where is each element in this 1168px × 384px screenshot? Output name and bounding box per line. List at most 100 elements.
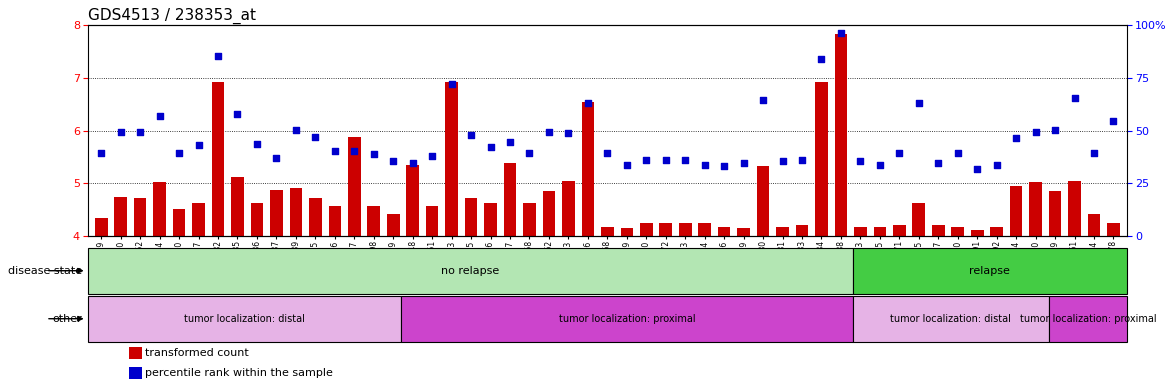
Point — [559, 130, 578, 136]
Text: relapse: relapse — [969, 266, 1010, 276]
Point — [151, 113, 169, 119]
Bar — [1010, 186, 1022, 236]
Bar — [290, 188, 303, 236]
Bar — [402, 296, 853, 342]
Point — [773, 158, 792, 164]
Bar — [465, 198, 478, 236]
Bar — [134, 198, 146, 236]
Bar — [1049, 296, 1127, 342]
Text: percentile rank within the sample: percentile rank within the sample — [145, 368, 333, 378]
Point — [228, 111, 246, 117]
Point — [1065, 95, 1084, 101]
Text: tumor localization: proximal: tumor localization: proximal — [558, 314, 695, 324]
Point — [656, 157, 675, 163]
Bar — [894, 225, 905, 236]
Point — [131, 129, 150, 135]
Text: transformed count: transformed count — [145, 348, 249, 358]
Point — [832, 30, 850, 36]
Bar — [368, 205, 380, 236]
Bar — [718, 227, 730, 236]
Bar — [698, 223, 711, 236]
Point — [753, 97, 772, 103]
Text: other: other — [53, 314, 83, 324]
Bar — [737, 228, 750, 236]
Bar — [1107, 223, 1120, 236]
Bar — [348, 137, 361, 236]
Bar — [310, 198, 321, 236]
Bar — [95, 218, 107, 236]
Point — [189, 142, 208, 149]
Bar — [815, 82, 828, 236]
Point — [910, 100, 929, 106]
Bar — [153, 182, 166, 236]
Point — [1045, 126, 1064, 132]
Point — [248, 141, 266, 147]
Point — [306, 134, 325, 140]
Point — [111, 129, 130, 135]
Bar — [971, 230, 983, 236]
Point — [1027, 129, 1045, 135]
Bar — [485, 204, 496, 236]
Point — [637, 157, 655, 163]
Bar — [853, 296, 1049, 342]
Bar — [231, 177, 244, 236]
Point — [968, 166, 987, 172]
Text: disease state: disease state — [8, 266, 83, 276]
Bar — [1069, 181, 1080, 236]
Point — [345, 147, 363, 154]
Bar — [406, 165, 419, 236]
Bar — [88, 296, 402, 342]
Point — [423, 153, 442, 159]
Point — [870, 162, 889, 168]
Bar — [130, 347, 141, 359]
Point — [812, 56, 830, 62]
Bar — [193, 204, 204, 236]
Point — [890, 150, 909, 156]
Bar — [835, 35, 847, 236]
Bar — [679, 223, 691, 236]
Bar — [130, 367, 141, 379]
Bar — [795, 225, 808, 236]
Bar — [328, 205, 341, 236]
Bar — [757, 167, 770, 236]
Point — [540, 129, 558, 135]
Bar — [543, 191, 555, 236]
Bar — [853, 248, 1127, 294]
Point — [364, 151, 383, 157]
Point — [501, 139, 520, 145]
Point — [735, 160, 753, 166]
Bar — [777, 227, 788, 236]
Point — [1104, 118, 1122, 124]
Bar — [640, 223, 653, 236]
Bar — [251, 204, 263, 236]
Point — [987, 162, 1006, 168]
Bar — [952, 227, 964, 236]
Point — [851, 158, 870, 164]
Point — [286, 126, 305, 132]
Bar — [211, 82, 224, 236]
Bar — [660, 223, 672, 236]
Point — [209, 53, 228, 59]
Point — [384, 158, 403, 164]
Bar — [88, 248, 853, 294]
Point — [481, 144, 500, 151]
Text: GDS4513 / 238353_at: GDS4513 / 238353_at — [88, 7, 256, 23]
Point — [1085, 150, 1104, 156]
Bar — [270, 190, 283, 236]
Point — [461, 132, 480, 138]
Bar — [990, 227, 1003, 236]
Point — [267, 155, 286, 161]
Point — [578, 100, 597, 106]
Bar — [854, 227, 867, 236]
Bar — [114, 197, 127, 236]
Bar — [503, 163, 516, 236]
Bar — [445, 82, 458, 236]
Bar — [912, 204, 925, 236]
Point — [403, 160, 422, 166]
Point — [1007, 136, 1026, 142]
Point — [715, 164, 734, 170]
Point — [676, 157, 695, 163]
Text: no relapse: no relapse — [442, 266, 499, 276]
Bar — [602, 227, 613, 236]
Point — [326, 147, 345, 154]
